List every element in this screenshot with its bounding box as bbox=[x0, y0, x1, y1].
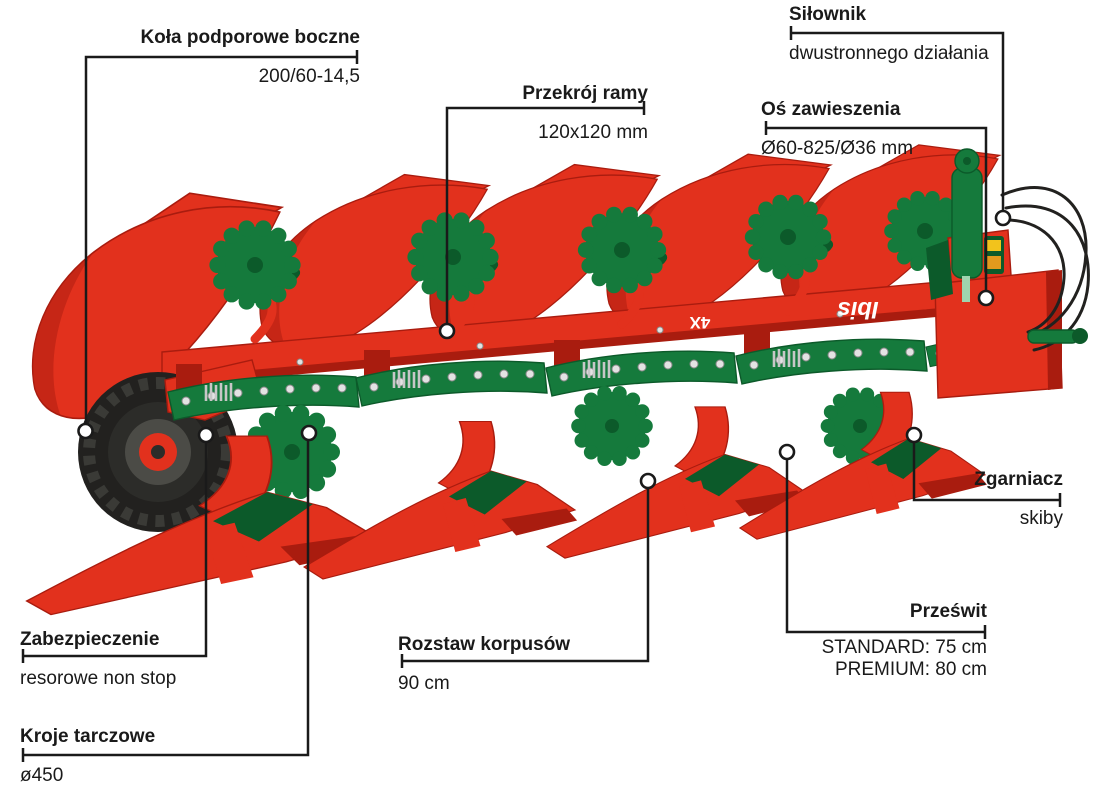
frame-logo-marking: Ibis bbox=[837, 296, 878, 323]
callout-body-spacing: Rozstaw korpusów 90 cm bbox=[398, 634, 658, 695]
callout-value-line: PREMIUM: 80 cm bbox=[834, 659, 987, 680]
coulter-discs-upper bbox=[209, 191, 966, 310]
callout-value: 120x120 mm bbox=[538, 122, 648, 143]
callout-title: Rozstaw korpusów bbox=[398, 634, 571, 655]
callout-frame-section: Przekrój ramy 120x120 mm bbox=[400, 83, 648, 144]
warning-sticker bbox=[986, 256, 1001, 269]
callout-title: Siłownik bbox=[789, 4, 867, 25]
coulter-discs-lower bbox=[244, 386, 900, 499]
callout-value: STANDARD: 75 cm PREMIUM: 80 cm bbox=[737, 637, 987, 681]
callout-value: resorowe non stop bbox=[20, 668, 177, 689]
callout-value: dwustronnego działania bbox=[789, 43, 989, 64]
warning-sticker bbox=[986, 240, 1001, 251]
callout-value-line: STANDARD: 75 cm bbox=[821, 637, 987, 658]
callout-title: Oś zawieszenia bbox=[761, 99, 901, 120]
callout-support-wheels: Koła podporowe boczne 200/60-14,5 bbox=[60, 27, 360, 88]
callout-title: Prześwit bbox=[909, 601, 987, 622]
callout-title: Zabezpieczenie bbox=[20, 629, 160, 650]
callout-value: ø450 bbox=[20, 765, 64, 786]
frame-model-marking: 4X bbox=[689, 313, 710, 332]
callout-title: Przekrój ramy bbox=[522, 83, 648, 104]
hydraulic-cylinder bbox=[951, 148, 983, 302]
callout-hitch-axle: Oś zawieszenia Ø60-825/Ø36 mm bbox=[761, 99, 1011, 160]
callout-value: Ø60-825/Ø36 mm bbox=[761, 138, 914, 159]
callout-title: Koła podporowe boczne bbox=[140, 27, 360, 48]
callout-title: Kroje tarczowe bbox=[20, 726, 156, 747]
callout-scraper: Zgarniacz skiby bbox=[863, 469, 1063, 530]
callout-value: 90 cm bbox=[398, 673, 450, 694]
callout-cylinder: Siłownik dwustronnego działania bbox=[789, 4, 1039, 65]
headstock bbox=[926, 148, 1090, 399]
callout-value: 200/60-14,5 bbox=[258, 66, 360, 87]
leg-beams bbox=[167, 328, 1061, 421]
callout-value: skiby bbox=[1019, 508, 1063, 529]
callout-protection: Zabezpieczenie resorowe non stop bbox=[20, 629, 280, 690]
callout-disc-coulters: Kroje tarczowe ø450 bbox=[20, 726, 280, 787]
callout-clearance: Prześwit STANDARD: 75 cm PREMIUM: 80 cm bbox=[737, 601, 987, 681]
callout-title: Zgarniacz bbox=[974, 469, 1063, 490]
